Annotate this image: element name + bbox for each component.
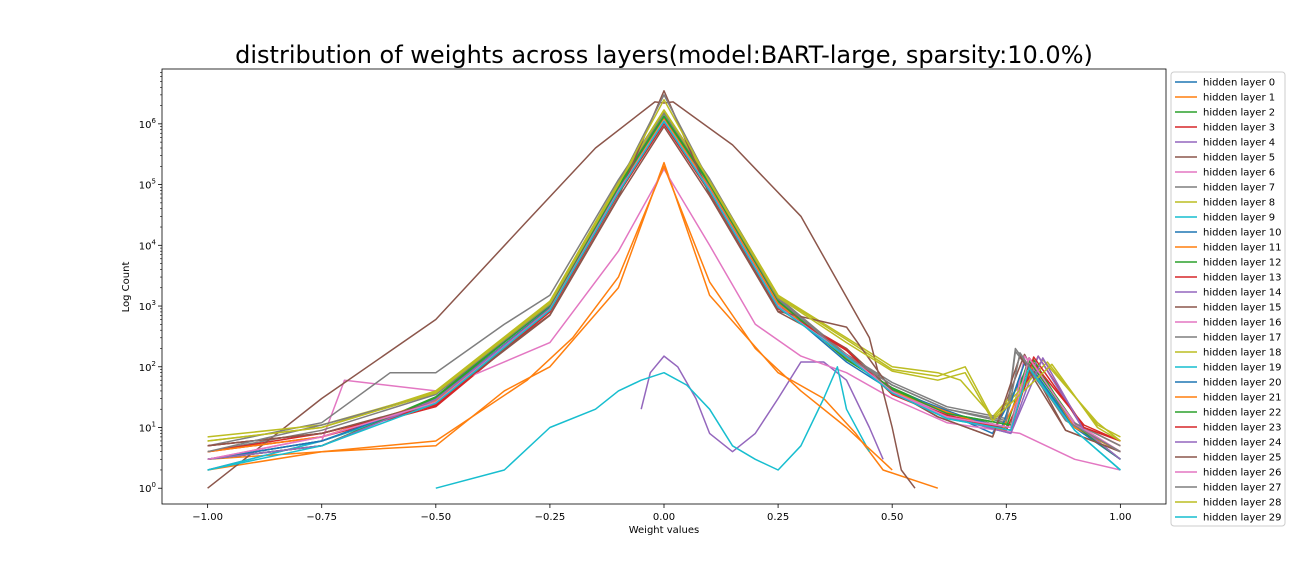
x-tick-label: −0.75 (306, 512, 337, 523)
x-axis-ticks: −1.00 −0.75 −0.50 −0.25 0.00 0.25 0.50 0.75 1.00 (192, 504, 1131, 523)
series-line-11 (207, 165, 893, 471)
legend-label-19: hidden layer 19 (1203, 363, 1281, 374)
x-axis-label: Weight values (629, 525, 700, 536)
legend-label-23: hidden layer 23 (1203, 423, 1281, 434)
legend-label-16: hidden layer 16 (1203, 318, 1281, 329)
series-line-6 (207, 168, 1121, 471)
chart-title: distribution of weights across layers(mo… (235, 41, 1093, 69)
legend-label-5: hidden layer 5 (1203, 153, 1275, 164)
series-layer (207, 90, 1121, 489)
legend-label-11: hidden layer 11 (1203, 243, 1281, 254)
legend-label-15: hidden layer 15 (1203, 303, 1281, 314)
y-tick-label: 106 (139, 117, 157, 131)
legend-label-18: hidden layer 18 (1203, 348, 1281, 359)
x-tick-label: −0.25 (535, 512, 566, 523)
y-tick-label: 101 (139, 421, 156, 435)
legend-box (1170, 71, 1286, 527)
legend-label-24: hidden layer 24 (1203, 438, 1281, 449)
legend-label-10: hidden layer 10 (1203, 228, 1281, 239)
legend-label-0: hidden layer 0 (1203, 78, 1275, 89)
legend-label-20: hidden layer 20 (1203, 378, 1281, 389)
x-tick-label: −0.50 (420, 512, 451, 523)
legend-label-8: hidden layer 8 (1203, 198, 1275, 209)
x-tick-label: 0.50 (881, 512, 903, 523)
legend-label-27: hidden layer 27 (1203, 483, 1281, 494)
y-tick-label: 100 (139, 481, 156, 495)
legend: hidden layer 0 hidden layer 1 hidden layer… (1170, 71, 1286, 527)
legend-label-28: hidden layer 28 (1203, 498, 1281, 509)
y-axis-label: Log Count (121, 262, 132, 313)
series-line-1 (207, 161, 939, 489)
legend-label-14: hidden layer 14 (1203, 288, 1281, 299)
y-tick-label: 103 (139, 299, 156, 313)
series-line-29 (207, 120, 1121, 471)
y-tick-label: 102 (139, 360, 156, 374)
x-tick-label: 1.00 (1109, 512, 1131, 523)
y-axis-ticks: 100 101 102 103 104 105 106 (139, 72, 162, 495)
legend-label-29: hidden layer 29 (1203, 513, 1281, 524)
series-line-4 (640, 355, 884, 460)
legend-label-13: hidden layer 13 (1203, 273, 1281, 284)
legend-label-3: hidden layer 3 (1203, 123, 1275, 134)
legend-label-1: hidden layer 1 (1203, 93, 1275, 104)
legend-label-7: hidden layer 7 (1203, 183, 1275, 194)
x-tick-label: 0.00 (653, 512, 675, 523)
legend-label-9: hidden layer 9 (1203, 213, 1275, 224)
legend-label-26: hidden layer 26 (1203, 468, 1281, 479)
x-tick-label: 0.25 (767, 512, 789, 523)
legend-label-21: hidden layer 21 (1203, 393, 1281, 404)
legend-label-6: hidden layer 6 (1203, 168, 1275, 179)
y-tick-label: 105 (139, 178, 156, 192)
x-tick-label: −1.00 (192, 512, 223, 523)
series-line-17 (207, 110, 1121, 447)
series-line-9 (435, 366, 871, 489)
legend-label-2: hidden layer 2 (1203, 108, 1275, 119)
legend-label-22: hidden layer 22 (1203, 408, 1281, 419)
legend-label-12: hidden layer 12 (1203, 258, 1281, 269)
y-tick-label: 104 (139, 238, 157, 252)
legend-label-17: hidden layer 17 (1203, 333, 1281, 344)
x-tick-label: 0.75 (995, 512, 1017, 523)
legend-label-4: hidden layer 4 (1203, 138, 1275, 149)
legend-label-25: hidden layer 25 (1203, 453, 1281, 464)
